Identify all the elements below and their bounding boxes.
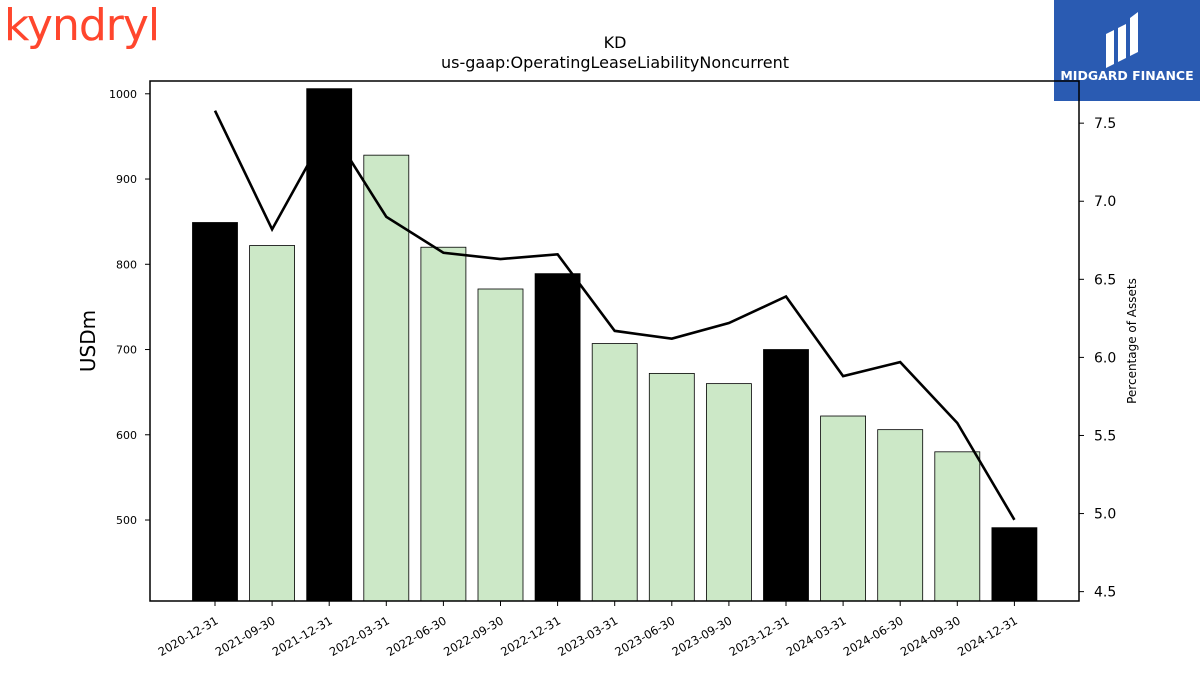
midgard-mark-icon [1106,12,1138,68]
bar-2024-06-30 [877,429,924,602]
right-tick-label: 6.0 [1094,350,1116,366]
bar-2023-06-30 [648,372,695,602]
right-tick-label: 7.0 [1094,194,1116,210]
bar-2022-03-31 [363,154,410,602]
bar-2023-09-30 [706,383,752,602]
right-tick-label: 6.5 [1094,272,1116,288]
left-tick-label: 500 [116,514,137,527]
bar-2023-12-31 [763,349,809,602]
y2-axis-label: Percentage of Assets [1125,278,1139,404]
right-tick-label: 5.0 [1094,507,1116,523]
left-tick-label: 900 [116,173,137,186]
bar-2021-09-30 [249,245,296,602]
right-tick-label: 5.5 [1094,428,1116,444]
left-tick-label: 600 [116,429,137,442]
line-series [213,110,1016,521]
right-tick-label: 7.5 [1094,116,1116,132]
x-tick-label: 2022-12-31 [498,613,563,659]
bar-2024-09-30 [934,451,981,602]
x-tick-label: 2022-09-30 [441,613,506,659]
right-tick-label: 4.5 [1094,585,1116,601]
bar-2022-09-30 [477,288,524,602]
left-tick-label: 700 [116,344,137,357]
x-tick-label: 2022-03-31 [327,613,392,659]
left-tick-label: 800 [116,258,137,271]
x-tick-label: 2023-12-31 [727,613,792,659]
right-axis: 4.5 5.0 5.5 6.0 6.5 7.0 7.5 [1079,116,1116,601]
x-tick-label: 2023-06-30 [612,613,677,659]
x-tick-label: 2023-03-31 [555,613,620,659]
x-tick-label: 2023-09-30 [670,613,735,659]
bar-2022-12-31 [534,273,581,602]
left-axis: 500 600 700 800 900 1000 [109,88,150,527]
x-tick-label: 2021-12-31 [270,613,335,659]
x-tick-label: 2024-03-31 [784,613,849,659]
bar-2020-12-31 [192,222,238,602]
x-tick-label: 2020-12-31 [156,613,221,659]
x-axis: 2020-12-312021-09-302021-12-312022-03-31… [156,601,1020,659]
x-tick-label: 2022-06-30 [384,613,449,659]
x-tick-label: 2024-06-30 [841,613,906,659]
bar-2021-12-31 [306,88,353,602]
x-tick-label: 2021-09-30 [213,613,278,659]
chart-subtitle: us-gaap:OperatingLeaseLiabilityNoncurren… [441,53,789,72]
x-tick-label: 2024-09-30 [898,613,963,659]
bar-series [192,88,1038,602]
bar-2023-03-31 [591,343,638,602]
bar-2024-12-31 [991,527,1038,602]
left-tick-label: 1000 [109,88,137,101]
bar-2024-03-31 [820,415,866,602]
chart-title: KD [604,33,627,52]
bar-2022-06-30 [420,246,467,602]
y-axis-label: USDm [76,310,100,372]
midgard-finance-text: MIDGARD FINANCE [1060,68,1194,83]
x-tick-label: 2024-12-31 [955,613,1020,659]
kyndryl-logo: kyndryl [4,0,160,51]
